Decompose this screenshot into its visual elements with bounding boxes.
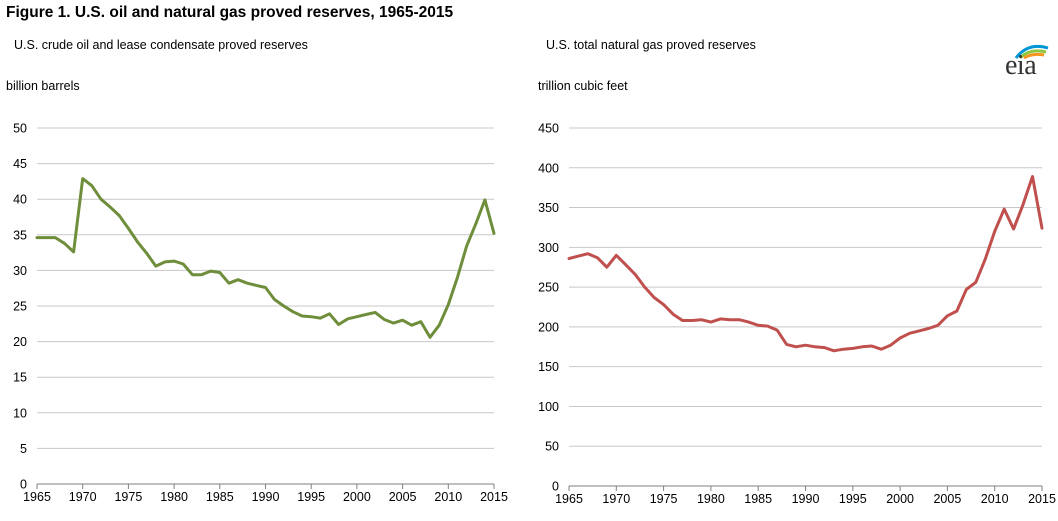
series-line-total-natural-gas: [567, 175, 1044, 353]
eia-logo-sunrise-icon: [1014, 44, 1049, 60]
y-tick-label: 0: [552, 480, 559, 494]
y-tick-label: 450: [538, 122, 559, 136]
oil-chart-title: U.S. crude oil and lease condensate prov…: [14, 38, 308, 52]
y-tick-label: 0: [20, 478, 27, 492]
x-tick-label: 2005: [933, 492, 961, 506]
x-tick-label: 1995: [297, 490, 325, 504]
x-tick-label: 2015: [480, 490, 508, 504]
x-tick-label: 1990: [252, 490, 280, 504]
x-tick-label: 2000: [343, 490, 371, 504]
y-tick-label: 350: [538, 201, 559, 215]
figure-title: Figure 1. U.S. oil and natural gas prove…: [6, 4, 454, 21]
eia-logo: eia: [1000, 40, 1052, 81]
x-tick-label: 1980: [697, 492, 725, 506]
y-tick-label: 250: [538, 281, 559, 295]
x-tick-label: 2015: [1028, 492, 1056, 506]
y-tick-label: 10: [13, 406, 27, 420]
y-tick-label: 45: [13, 157, 27, 171]
oil-chart-ylabel: billion barrels: [6, 79, 80, 93]
y-tick-label: 20: [13, 335, 27, 349]
y-tick-label: 150: [538, 360, 559, 374]
y-tick-label: 300: [538, 241, 559, 255]
gas-chart-title: U.S. total natural gas proved reserves: [546, 38, 756, 52]
x-tick-label: 1995: [839, 492, 867, 506]
y-tick-label: 200: [538, 320, 559, 334]
y-tick-label: 30: [13, 264, 27, 278]
x-tick-label: 1970: [602, 492, 630, 506]
x-tick-label: 1975: [114, 490, 142, 504]
x-tick-label: 1975: [650, 492, 678, 506]
x-tick-label: 1985: [744, 492, 772, 506]
gas-chart-ylabel: trillion cubic feet: [538, 79, 628, 93]
series-line-crude-oil-and-lease-condensate: [35, 177, 496, 339]
x-tick-label: 2010: [981, 492, 1009, 506]
y-tick-label: 5: [20, 442, 27, 456]
y-tick-label: 40: [13, 193, 27, 207]
y-tick-label: 15: [13, 371, 27, 385]
x-tick-label: 2010: [434, 490, 462, 504]
y-tick-label: 100: [538, 400, 559, 414]
y-tick-label: 35: [13, 228, 27, 242]
y-tick-label: 25: [13, 300, 27, 314]
y-tick-label: 50: [13, 122, 27, 136]
x-tick-label: 1980: [160, 490, 188, 504]
y-tick-label: 400: [538, 161, 559, 175]
x-tick-label: 1965: [555, 492, 583, 506]
x-tick-label: 1985: [206, 490, 234, 504]
x-tick-label: 1965: [23, 490, 51, 504]
x-tick-label: 2000: [886, 492, 914, 506]
x-tick-label: 1970: [69, 490, 97, 504]
x-tick-label: 1990: [792, 492, 820, 506]
eia-logo-text: eia: [1005, 50, 1037, 81]
y-tick-label: 50: [545, 440, 559, 454]
x-tick-label: 2005: [389, 490, 417, 504]
